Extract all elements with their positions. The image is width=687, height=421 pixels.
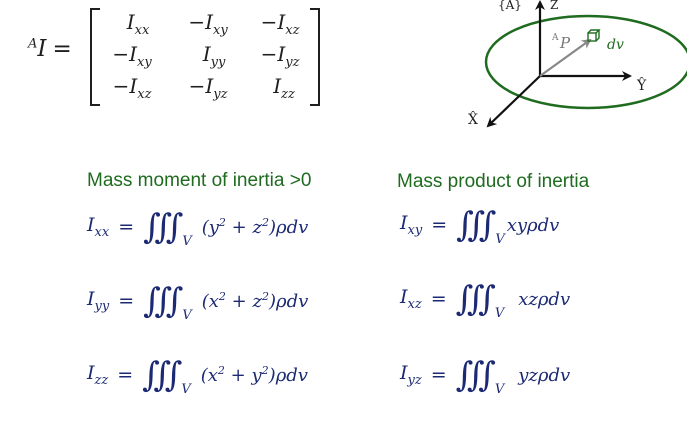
matrix-cell-3-2: −Iyz: [188, 74, 228, 102]
equation-iyz: Iyz = ∭ V yzρdv: [400, 355, 571, 397]
triple-integral-icon: ∭: [142, 355, 182, 395]
matrix-cell-2-2: Iyy: [202, 42, 226, 70]
x-axis: [486, 75, 541, 128]
matrix-cell-3-3: Izz: [273, 74, 295, 102]
equation-ixz: Ixz = ∭ V xzρdv: [400, 279, 571, 321]
position-vector: [539, 38, 592, 77]
y-axis-label: Ŷ: [636, 76, 647, 94]
triple-integral-icon: ∭: [143, 281, 183, 321]
frame-superscript: A: [28, 36, 38, 52]
coordinate-frame-diagram: {A} Z Ŷ X̂ A P dv: [468, 0, 687, 128]
right-bracket: [310, 8, 320, 106]
matrix-lhs: AI =: [28, 36, 72, 62]
dv-label: dv: [607, 37, 624, 53]
triple-integral-icon: ∭: [143, 207, 183, 247]
triple-integral-icon: ∭: [455, 279, 496, 319]
z-axis-label: Z: [550, 0, 558, 12]
triple-integral-icon: ∭: [455, 355, 496, 395]
equation-ixx: Ixx = ∭ V (y2 + z2)ρdv: [87, 207, 309, 249]
heading-product-of-inertia: Mass product of inertia: [397, 171, 590, 192]
matrix-cell-1-2: −Ixy: [188, 10, 228, 38]
body-ellipse: [484, 14, 687, 110]
matrix-cell-2-3: −Iyz: [260, 42, 300, 70]
position-prefix-label: A: [551, 33, 559, 43]
volume-element-cube-icon: [587, 29, 601, 42]
heading-moment-of-inertia: Mass moment of inertia >0: [87, 170, 312, 191]
equation-izz: Izz = ∭ V (x2 + y2)ρdv: [87, 355, 308, 397]
matrix-cell-2-1: −Ixy: [112, 42, 152, 70]
left-bracket: [90, 8, 100, 106]
equals-sign: =: [52, 36, 72, 62]
triple-integral-icon: ∭: [456, 205, 496, 245]
matrix-cell-1-3: −Ixz: [260, 10, 300, 38]
tensor-symbol: I: [37, 36, 47, 62]
matrix-cell-3-1: −Ixz: [112, 74, 152, 102]
frame-label: {A}: [498, 0, 522, 12]
inertia-tensor-matrix: AI = Ixx −Ixy −Ixz −Ixy Iyy −Iyz −Ixz −Iy…: [28, 6, 328, 106]
matrix-cell-1-1: Ixx: [126, 10, 150, 38]
position-label: P: [559, 34, 571, 52]
equation-iyy: Iyy = ∭ V (x2 + z2)ρdv: [87, 281, 309, 323]
x-axis-label: X̂: [468, 110, 478, 128]
equation-ixy: Ixy = ∭ V xyρdv: [400, 205, 560, 247]
